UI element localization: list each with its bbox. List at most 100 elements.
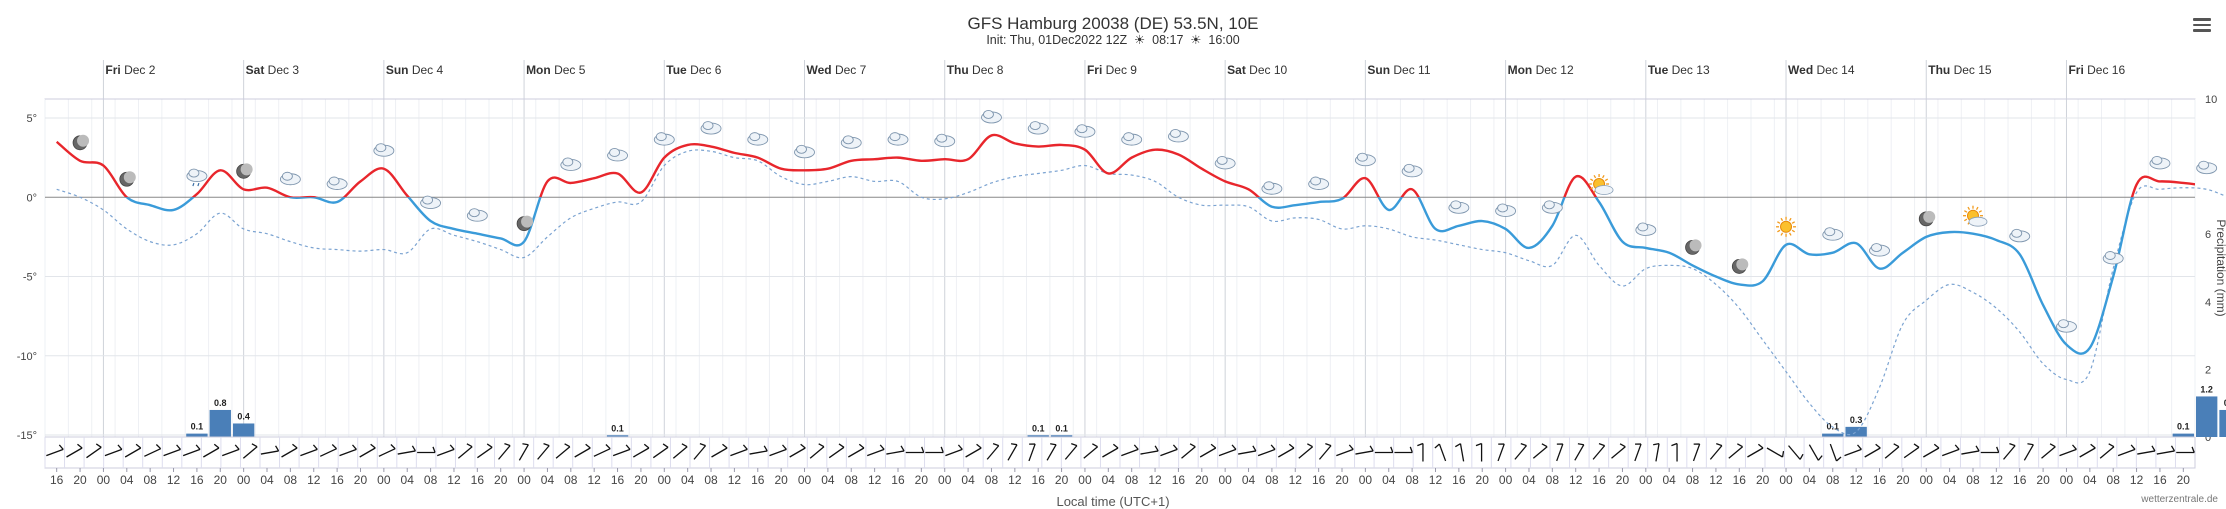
wind-shaft xyxy=(612,448,631,457)
wind-feather xyxy=(681,443,688,448)
wind-barb-icon xyxy=(318,437,338,468)
weather-cloud-icon xyxy=(1401,163,1423,178)
wind-feather xyxy=(1092,443,1098,448)
wind-shaft xyxy=(1160,448,1178,457)
weather-cloud-icon xyxy=(2056,319,2077,333)
wind-barb-icon xyxy=(1803,437,1823,468)
wind-feather xyxy=(390,444,396,450)
wind-barb-icon xyxy=(1764,437,1785,468)
wind-feather xyxy=(95,443,102,448)
wind-feather xyxy=(782,444,787,450)
x-tick-label: 04 xyxy=(1102,473,1116,487)
wind-barb-icon xyxy=(2174,437,2195,468)
day-label: Wed Dec 14 xyxy=(1788,63,1855,77)
wind-shaft xyxy=(986,445,1000,460)
wind-feather xyxy=(838,443,845,448)
wind-feather xyxy=(1270,444,1276,450)
day-label: Sat Dec 10 xyxy=(1227,63,1287,77)
x-tick-label: 12 xyxy=(1008,473,1022,487)
wind-feather xyxy=(1781,450,1785,458)
wind-barb-icon xyxy=(279,437,298,468)
sun-ray xyxy=(1777,229,1781,233)
wind-shaft xyxy=(769,448,787,457)
x-tick-label: 20 xyxy=(1896,473,1910,487)
cloud-puff xyxy=(936,133,948,143)
wind-shaft xyxy=(2041,446,2056,459)
wind-shaft xyxy=(2079,447,2096,458)
wind-shaft xyxy=(1709,445,1723,460)
wind-shaft xyxy=(789,447,806,458)
wind-barb-icon xyxy=(1940,437,1960,468)
wind-barb-icon xyxy=(533,437,550,468)
x-tick-label: 20 xyxy=(1195,473,1209,487)
wind-barb-icon xyxy=(1823,437,1842,468)
x-tick-label: 04 xyxy=(120,473,134,487)
wind-feather xyxy=(763,445,768,452)
wind-barb-icon xyxy=(1627,437,1642,468)
wind-barb-icon xyxy=(1842,437,1862,468)
day-label: Sun Dec 4 xyxy=(386,63,444,77)
wind-shaft xyxy=(163,448,181,457)
precip-bar xyxy=(209,409,231,437)
cloud-puff xyxy=(1356,152,1368,162)
x-tick-label: 04 xyxy=(541,473,555,487)
wind-barb-icon xyxy=(415,437,436,468)
wind-shaft xyxy=(2003,445,2016,460)
x-tick-label: 20 xyxy=(73,473,87,487)
x-tick-label: 04 xyxy=(2083,473,2097,487)
wind-barb-icon xyxy=(943,437,963,468)
hamburger-menu-icon[interactable] xyxy=(2193,18,2211,32)
wind-barb-icon xyxy=(748,437,768,468)
weather-cloud-icon xyxy=(1448,200,1470,214)
cloud-puff xyxy=(983,109,994,119)
wind-shaft xyxy=(1497,443,1505,462)
sunset-icon: ☀ xyxy=(1190,33,1202,47)
sun-ray xyxy=(1791,221,1796,224)
wind-shaft xyxy=(300,448,318,457)
wind-feather xyxy=(1577,443,1584,446)
wind-feather xyxy=(1933,443,1940,449)
wind-barb-icon xyxy=(1334,437,1354,468)
x-tick-label: 12 xyxy=(1289,473,1303,487)
wind-barb-icon xyxy=(552,437,571,468)
x-tick-label: 12 xyxy=(1569,473,1583,487)
precip-value-label: 0.8 xyxy=(2224,398,2226,408)
x-tick-label: 04 xyxy=(1242,473,1256,487)
wind-shaft xyxy=(730,448,748,457)
wind-barb-icon xyxy=(2096,437,2115,468)
y-left-tick-label: -5° xyxy=(23,272,37,284)
wind-shaft xyxy=(2156,450,2175,455)
wind-feather xyxy=(1817,455,1823,461)
wind-shaft xyxy=(1064,445,1078,460)
weather-moon-icon xyxy=(1918,210,1936,227)
wind-feather xyxy=(585,443,591,449)
day-label: Sun Dec 11 xyxy=(1367,63,1430,77)
wind-barb-icon xyxy=(2038,437,2056,468)
wind-barb-icon xyxy=(1725,437,1743,468)
wind-barb-icon xyxy=(728,437,748,468)
cloud-puff xyxy=(1076,124,1088,134)
wind-shaft xyxy=(1532,446,1548,459)
wind-feather xyxy=(234,444,240,450)
x-tick-label: 08 xyxy=(1405,473,1419,487)
day-label: Wed Dec 7 xyxy=(807,63,867,77)
weather-cloud-rain-icon xyxy=(186,168,208,187)
weather-sun-cloud-icon xyxy=(1962,205,1988,227)
day-label: Mon Dec 12 xyxy=(1508,63,1574,77)
x-tick-label: 08 xyxy=(845,473,859,487)
wind-barb-icon xyxy=(2018,437,2034,468)
sun-ray xyxy=(1590,178,1594,182)
wind-barb-icon xyxy=(1705,437,1723,468)
wind-feather xyxy=(2151,445,2156,452)
wind-feather xyxy=(1010,443,1018,446)
wind-feather xyxy=(522,443,529,446)
wind-shaft xyxy=(633,447,650,458)
wind-shaft xyxy=(242,446,258,459)
wind-feather xyxy=(2072,444,2077,450)
wind-feather xyxy=(2108,443,2115,448)
wind-feather xyxy=(1071,443,1078,447)
x-tick-label: 08 xyxy=(284,473,298,487)
moon-shade xyxy=(1923,210,1936,223)
wind-feather xyxy=(1671,442,1678,447)
weather-cloud-icon xyxy=(2196,160,2218,175)
